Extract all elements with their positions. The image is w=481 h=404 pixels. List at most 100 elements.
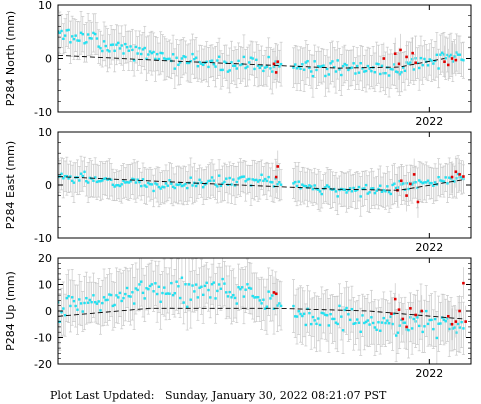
gps-point [453, 326, 456, 329]
gps-point [253, 67, 256, 71]
gps-point [230, 296, 233, 299]
gps-point [336, 59, 339, 62]
gps-point [65, 29, 69, 32]
gps-point [309, 70, 313, 73]
gps-point [122, 52, 125, 55]
gps-point [132, 59, 136, 62]
gps-point [274, 177, 277, 180]
gps-point [432, 327, 435, 331]
gps-point [86, 301, 90, 304]
gps-point [163, 186, 166, 189]
recent-point [464, 320, 467, 323]
gps-point [382, 189, 385, 192]
gps-point [391, 183, 394, 187]
gps-point [78, 39, 81, 42]
y-tick-label: 10 [38, 126, 52, 139]
gps-point [255, 296, 258, 299]
gps-point [354, 189, 357, 192]
gps-point [391, 322, 394, 326]
y-tick-label: 10 [38, 0, 52, 12]
gps-point [350, 307, 354, 311]
gps-point [230, 61, 233, 64]
gps-point [393, 182, 396, 185]
gps-point [442, 318, 446, 321]
gps-point [456, 322, 460, 326]
gps-point [331, 188, 334, 191]
gps-point [292, 66, 295, 69]
gps-point [221, 68, 224, 72]
gps-point [425, 181, 428, 184]
gps-point [171, 185, 175, 189]
x-tick-label: 2022 [415, 241, 443, 254]
gps-point [332, 65, 336, 69]
gps-point [120, 299, 123, 303]
gps-point [159, 187, 162, 190]
gps-point [368, 323, 371, 326]
gps-point [175, 183, 178, 186]
gps-point [58, 301, 60, 304]
gps-point [134, 181, 138, 184]
gps-point [341, 64, 345, 68]
gps-point [177, 285, 180, 288]
gps-point [102, 296, 106, 299]
y-axis-label: P284 Up (mm) [4, 271, 17, 351]
recent-point [393, 52, 397, 55]
gps-point [442, 180, 446, 183]
gps-point [170, 281, 173, 285]
gps-point [129, 45, 132, 48]
gps-point [317, 317, 320, 320]
gps-point [324, 74, 327, 78]
plot-area [58, 150, 465, 218]
gps-point [223, 282, 226, 285]
gps-point [235, 180, 239, 184]
gps-point [267, 290, 270, 293]
gps-point [379, 184, 382, 187]
gps-point [118, 291, 122, 295]
gps-point [428, 181, 431, 185]
gps-point [398, 324, 401, 327]
recent-point [405, 194, 408, 197]
gps-point [348, 187, 352, 190]
gps-point [79, 172, 83, 175]
gps-point [209, 179, 212, 182]
gps-point [217, 283, 221, 286]
gps-point [131, 48, 134, 52]
gps-point [294, 180, 297, 184]
gps-point [258, 299, 262, 302]
gps-point [269, 67, 272, 70]
gps-point [456, 172, 460, 176]
gps-point [214, 183, 217, 186]
footer-label: Plot Last Updated: [50, 389, 155, 402]
gps-point [244, 180, 247, 183]
gps-point [63, 313, 67, 317]
gps-point [244, 66, 247, 70]
recent-point [446, 63, 450, 67]
gps-point [131, 177, 134, 181]
gps-point [101, 49, 104, 53]
gps-point [228, 69, 231, 72]
gps-point [224, 177, 228, 180]
gps-point [134, 287, 138, 290]
gps-point [150, 283, 154, 286]
gps-point [127, 49, 131, 52]
gps-point [343, 308, 347, 312]
gps-point [189, 59, 192, 63]
gps-point [279, 183, 283, 186]
gps-point [377, 187, 380, 191]
gps-point [182, 55, 185, 58]
gps-point [269, 297, 272, 300]
gps-point [256, 296, 260, 299]
gps-point [157, 185, 161, 189]
gps-point [435, 336, 439, 340]
gps-point [138, 283, 141, 286]
gps-point [320, 311, 323, 315]
gps-point [359, 195, 362, 198]
gps-point [155, 292, 159, 296]
gps-point [203, 284, 207, 288]
gps-point [113, 303, 116, 307]
gps-point [439, 53, 442, 56]
gps-point [60, 29, 63, 33]
gps-point [109, 43, 113, 47]
y-tick-label: -20 [34, 358, 52, 371]
gps-point [389, 192, 393, 196]
